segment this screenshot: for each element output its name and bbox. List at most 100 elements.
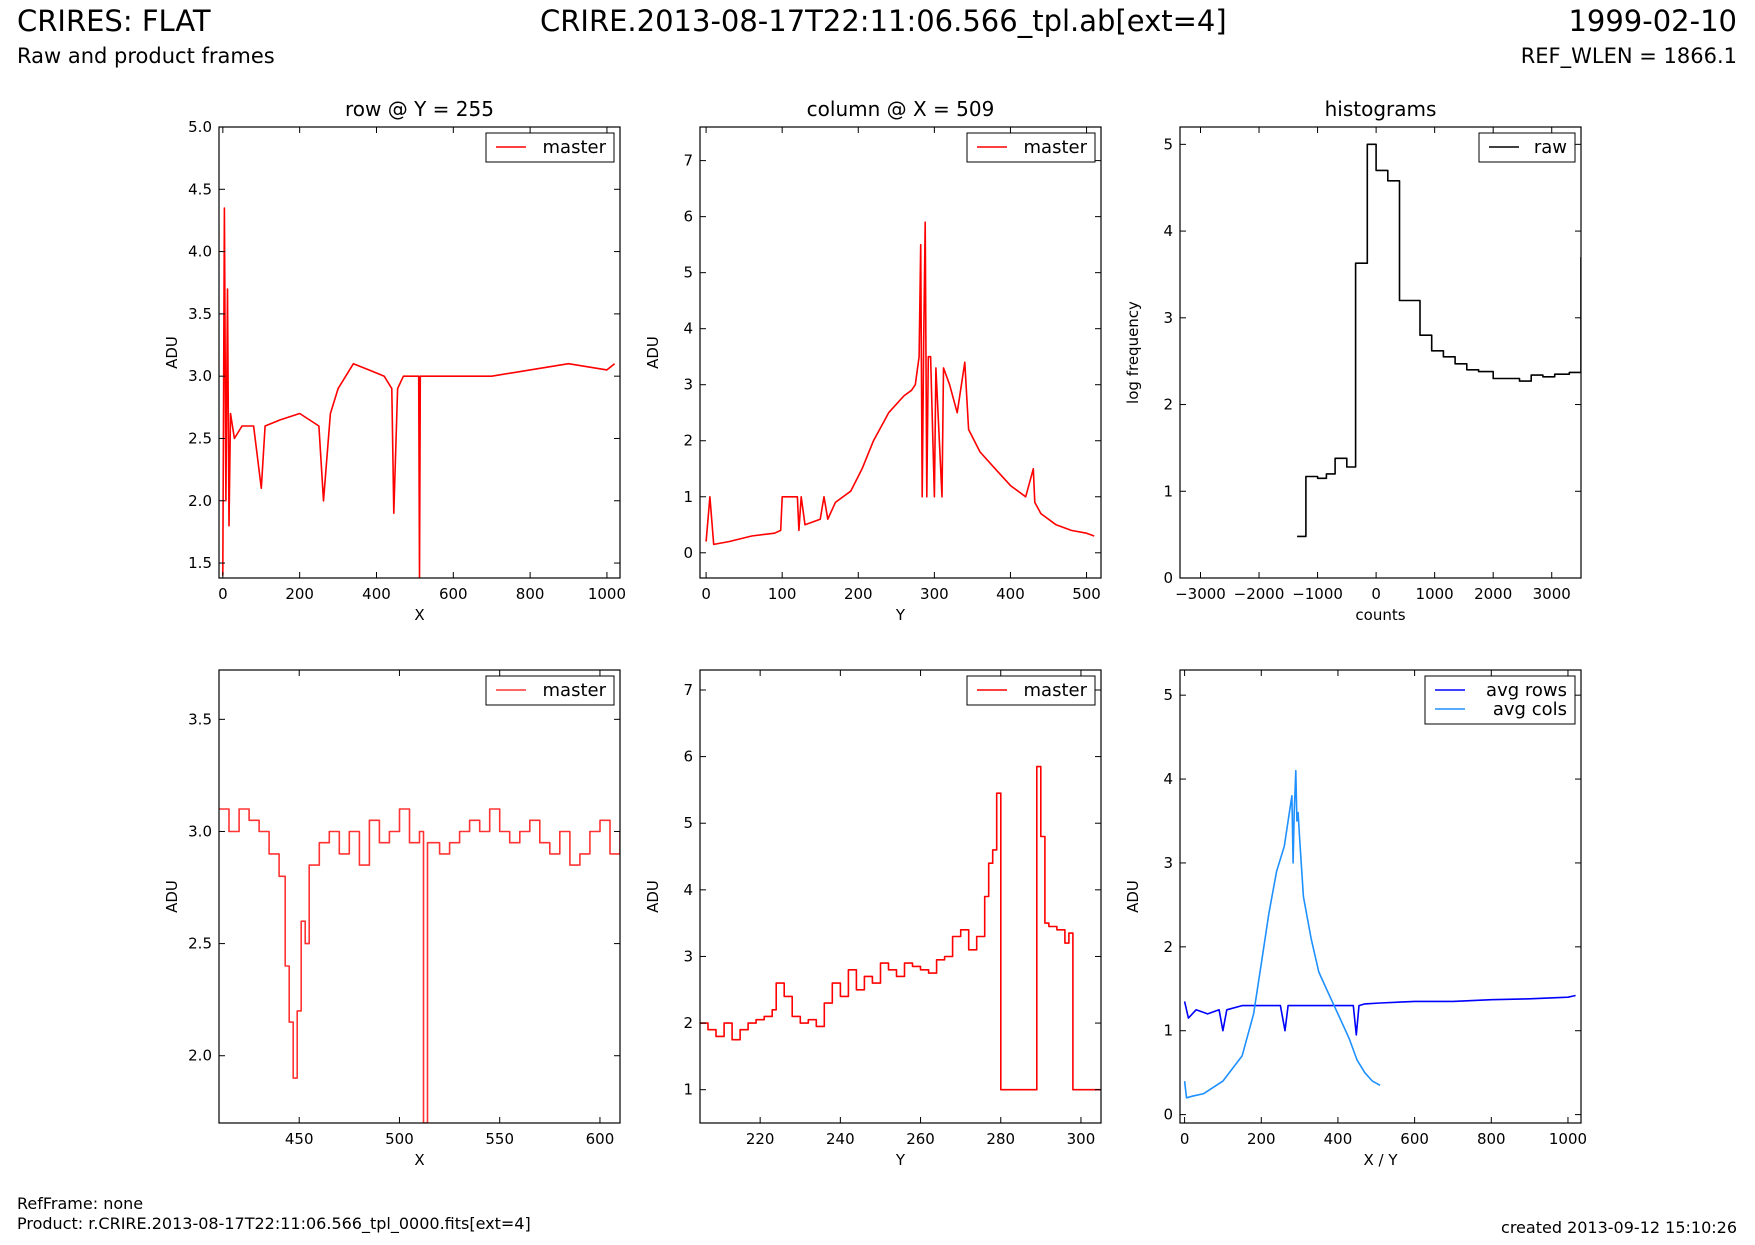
chart-panel-1: 0 200 400 600 800 1000 1.5 2.0 2.5 3.0 3.5 4.0 4.5 5.… [163, 97, 626, 624]
y-tick-label: 1 [1163, 482, 1173, 500]
chart-panel-6: 0 200 400 600 800 1000 0 1 2 3 4 5 X / Y ADU avg rowsa… [1124, 669, 1587, 1169]
y-tick-label: 4.0 [188, 243, 212, 261]
y-axis-label: ADU [1124, 880, 1142, 913]
footer-ref-frame: RefFrame: none [17, 1194, 144, 1213]
legend: master [485, 132, 615, 163]
y-tick-label: 3 [683, 376, 693, 394]
y-axis-label: log frequency [1124, 301, 1142, 404]
x-tick-label: 280 [986, 1130, 1015, 1148]
y-tick-label: 1 [1163, 1022, 1173, 1040]
x-tick-label: 600 [586, 1130, 615, 1148]
legend-box [1424, 675, 1576, 725]
footer-product: Product: r.CRIRE.2013-08-17T22:11:06.566… [17, 1214, 531, 1233]
x-axis-label: X [414, 606, 424, 624]
x-tick-label: 1000 [1549, 1130, 1587, 1148]
y-tick-label: 3 [1163, 854, 1173, 872]
x-tick-label: 800 [1477, 1130, 1506, 1148]
y-tick-label: 3.0 [188, 822, 212, 840]
x-axis-label: Y [895, 606, 906, 624]
x-axis-label: X / Y [1363, 1151, 1398, 1169]
series-line-master [222, 207, 616, 578]
plot-area [1183, 769, 1576, 1099]
figure-title-left: CRIRES: FLAT [17, 4, 211, 38]
series-line-master [705, 221, 1095, 546]
series-line-avg-cols [1183, 769, 1381, 1099]
plot-area [219, 808, 620, 1123]
y-axis-label: ADU [644, 880, 662, 913]
series-line-master [700, 765, 1101, 1091]
figure-subtitle-left: Raw and product frames [17, 44, 275, 68]
x-tick-label: 500 [1072, 585, 1101, 603]
y-tick-label: 3 [1163, 309, 1173, 327]
legend-label: master [1024, 137, 1088, 158]
legend-label: avg rows [1486, 680, 1567, 701]
x-tick-label: 450 [285, 1130, 314, 1148]
y-tick-label: 3.5 [188, 305, 212, 323]
y-tick-label: 6 [683, 748, 693, 766]
chart-title: row @ Y = 255 [345, 97, 494, 121]
y-tick-label: 7 [683, 681, 693, 699]
x-tick-label: 550 [485, 1130, 514, 1148]
y-tick-label: 1 [683, 488, 693, 506]
y-tick-label: 3.0 [188, 367, 212, 385]
x-tick-label: 300 [1067, 1130, 1096, 1148]
y-tick-label: 4 [683, 320, 693, 338]
series-line-master [219, 808, 620, 1123]
plot-area [222, 207, 616, 578]
x-tick-label: 0 [1180, 1130, 1190, 1148]
y-tick-label: 0 [683, 544, 693, 562]
plot-area [700, 765, 1101, 1091]
x-tick-label: 400 [996, 585, 1025, 603]
x-tick-label: 260 [906, 1130, 935, 1148]
x-tick-label: 600 [439, 585, 468, 603]
x-tick-label: 0 [701, 585, 711, 603]
x-tick-label: 200 [1247, 1130, 1276, 1148]
chart-panel-5: 220 240 260 280 300 1 2 3 4 5 6 7 Y ADU master [644, 669, 1102, 1169]
y-tick-label: 1 [683, 1081, 693, 1099]
y-tick-label: 4 [1163, 770, 1173, 788]
legend-label: avg cols [1493, 699, 1567, 720]
y-tick-label: 4 [1163, 222, 1173, 240]
x-tick-label: 220 [746, 1130, 775, 1148]
x-tick-label: −1000 [1292, 585, 1343, 603]
x-tick-label: 200 [844, 585, 873, 603]
y-tick-label: 4.5 [188, 180, 212, 198]
legend-label: master [543, 680, 607, 701]
chart-panel-2: 0 100 200 300 400 500 0 1 2 3 4 5 6 7 column @ X = 509… [644, 97, 1102, 624]
y-tick-label: 2 [1163, 396, 1173, 414]
y-axis-label: ADU [163, 336, 181, 369]
series-line-avg-rows [1183, 994, 1576, 1036]
y-tick-label: 2 [683, 432, 693, 450]
y-tick-label: 2.5 [188, 429, 212, 447]
x-tick-label: 500 [385, 1130, 414, 1148]
y-tick-label: 5 [683, 264, 693, 282]
x-tick-label: 3000 [1533, 585, 1571, 603]
x-tick-label: 100 [768, 585, 797, 603]
x-tick-label: 0 [218, 585, 228, 603]
chart-title: column @ X = 509 [807, 97, 995, 121]
y-tick-label: 2.0 [188, 492, 212, 510]
y-tick-label: 3.5 [188, 710, 212, 728]
plot-frame [1179, 126, 1582, 579]
y-axis-label: ADU [644, 336, 662, 369]
chart-panel-4: 450 500 550 600 2.0 2.5 3.0 3.5 X ADU master [163, 669, 621, 1169]
x-tick-label: −3000 [1175, 585, 1226, 603]
chart-title: histograms [1325, 97, 1437, 121]
y-tick-label: 7 [683, 152, 693, 170]
x-tick-label: 600 [1400, 1130, 1429, 1148]
plot-frame [1179, 669, 1582, 1124]
y-tick-label: 2.5 [188, 935, 212, 953]
chart-panel-3: −3000 −2000 −1000 0 1000 2000 3000 0 1 2 3 4 5 histog… [1124, 97, 1582, 624]
plot-frame [699, 126, 1102, 579]
plot-area [1297, 143, 1581, 538]
plot-frame [699, 669, 1102, 1124]
x-tick-label: 1000 [588, 585, 626, 603]
x-axis-label: X [414, 1151, 424, 1169]
figure-title-right: 1999-02-10 [1568, 4, 1737, 38]
y-axis-label: ADU [163, 880, 181, 913]
figure-subtitle-right: REF_WLEN = 1866.1 [1520, 44, 1737, 68]
x-axis-label: counts [1355, 606, 1405, 624]
y-tick-label: 2.0 [188, 1047, 212, 1065]
